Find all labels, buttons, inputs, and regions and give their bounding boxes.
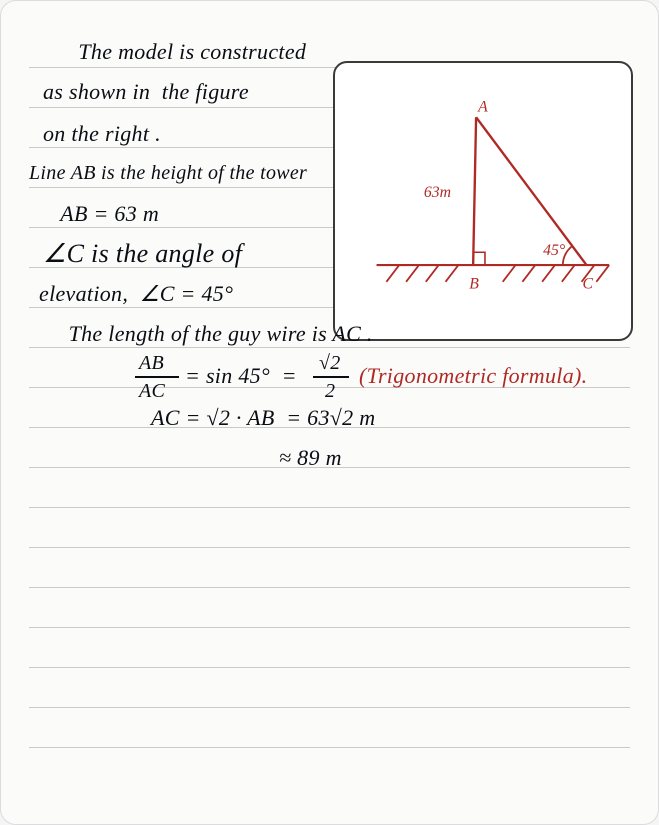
svg-text:B: B <box>469 276 479 293</box>
line-8: The length of the guy wire is AC . <box>57 323 373 345</box>
frac-ab-den: AC <box>139 381 165 401</box>
frac-r2-den: 2 <box>325 381 335 401</box>
svg-text:C: C <box>583 276 594 293</box>
line-6: ∠C is the angle of <box>43 241 242 267</box>
line-5: AB = 63 m <box>49 203 159 225</box>
frac-ab-bar <box>135 376 179 378</box>
line-11: ≈ 89 m <box>279 447 342 469</box>
frac-r2-num: √2 <box>319 353 341 373</box>
trig-note: (Trigonometric formula). <box>359 365 587 387</box>
line-4: Line AB is the height of the tower <box>29 163 307 183</box>
svg-text:63m: 63m <box>424 184 451 201</box>
line-10: AC = √2 · AB = 63√2 m <box>151 407 375 429</box>
line-2: as shown in the figure <box>43 81 249 103</box>
line-7: elevation, ∠C = 45° <box>39 283 233 305</box>
frac-ab-num: AB <box>139 353 164 373</box>
line-3: on the right . <box>43 123 161 145</box>
notebook-page: ABC63m45° The model is constructed as sh… <box>0 0 659 825</box>
frac-r2-bar <box>313 376 349 378</box>
figure-svg: A B C 63m 45° <box>335 63 631 339</box>
svg-text:45°: 45° <box>543 242 566 259</box>
eq-sin45: = sin 45° = <box>185 365 297 387</box>
line-1: The model is constructed <box>61 41 306 63</box>
figure-box: A B C 63m 45° <box>333 61 633 341</box>
svg-text:A: A <box>477 98 488 115</box>
